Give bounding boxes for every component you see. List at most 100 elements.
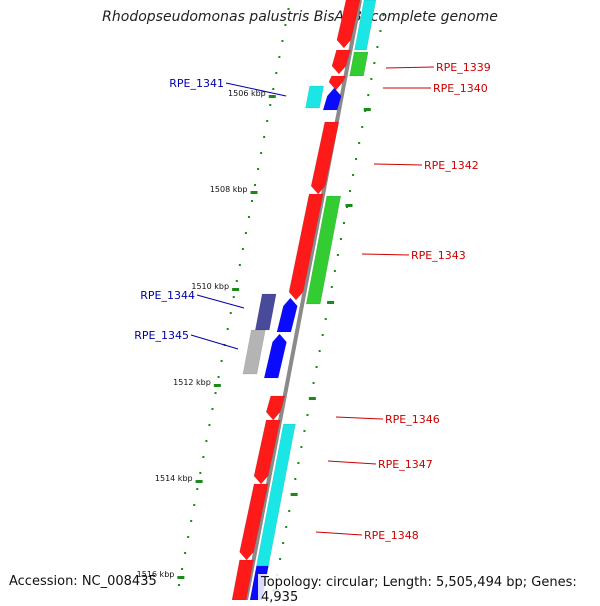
outer-dot (342, 222, 345, 224)
kbp-tick (195, 480, 203, 483)
gene-arrow[interactable] (305, 85, 324, 109)
genome-backbone (244, 0, 362, 600)
gene-label[interactable]: RPE_1348 (364, 529, 419, 542)
label-leaders (190, 66, 435, 536)
gene-arrow[interactable] (305, 195, 342, 305)
outer-dot (303, 430, 306, 432)
map-title: Rhodopseudomonas palustris BisA53, compl… (102, 9, 498, 25)
gene-arrow[interactable] (242, 329, 266, 375)
outer-tick (363, 108, 371, 111)
kbp-tick-label: 1514 kbp (155, 474, 193, 483)
outer-dot (382, 14, 385, 16)
gene-arrow[interactable] (349, 51, 369, 77)
outer-dot (318, 350, 321, 352)
outer-dot (294, 478, 297, 480)
outer-tick (327, 301, 335, 304)
gene-arrow[interactable] (322, 87, 342, 111)
gene-arrow[interactable] (288, 193, 324, 301)
gene-label[interactable]: RPE_1346 (385, 413, 440, 426)
inner-dot (269, 104, 272, 106)
gene-arrow[interactable] (231, 559, 254, 600)
label-leader-line (190, 334, 239, 350)
inner-dot (187, 536, 190, 538)
gene-label[interactable]: RPE_1344 (140, 289, 195, 302)
inner-dot (202, 456, 205, 458)
kbp-tick (232, 288, 240, 291)
outer-dot (370, 78, 373, 80)
outer-dot (315, 366, 318, 368)
inner-dot (190, 520, 193, 522)
gene-label[interactable]: RPE_1340 (433, 82, 488, 95)
gene-arrow[interactable] (239, 483, 269, 561)
gene-arrow[interactable] (265, 395, 286, 421)
accession-text: Accession: NC_008435 (9, 574, 157, 589)
gene-label[interactable]: RPE_1341 (169, 77, 224, 90)
inner-dot (178, 584, 181, 586)
gene-arrow[interactable] (354, 0, 377, 51)
label-leader-line (335, 416, 384, 420)
label-leader-line (225, 82, 287, 97)
outer-dot (321, 334, 324, 336)
outer-dot (288, 510, 291, 512)
label-leader-line (315, 531, 363, 536)
gene-arrow[interactable] (331, 49, 351, 75)
outer-dot (333, 270, 336, 272)
label-leader-line (373, 163, 423, 166)
gene-label[interactable]: RPE_1345 (134, 329, 189, 342)
outer-dot (336, 254, 339, 256)
inner-dot (217, 376, 220, 378)
inner-dot (287, 8, 290, 10)
outer-dot (376, 46, 379, 48)
inner-dot (235, 280, 238, 282)
gene-labels: RPE_1339 RPE_1340 RPE_1341 RPE_1342 RPE_1343… (134, 61, 490, 542)
inner-dot (196, 488, 199, 490)
inner-dot (244, 232, 247, 234)
gene-arrow[interactable] (254, 293, 277, 331)
inner-dot (226, 328, 229, 330)
label-leader-line (361, 253, 410, 256)
kbp-tick-label: 1512 kbp (173, 378, 211, 387)
tick-dots (178, 8, 385, 592)
outer-dot (306, 414, 309, 416)
gene-arrow[interactable] (310, 121, 340, 195)
inner-dot (254, 184, 257, 186)
inner-dot (272, 88, 275, 90)
kbp-tick (268, 95, 276, 98)
gene-label[interactable]: RPE_1339 (436, 61, 491, 74)
inner-dot (263, 136, 266, 138)
gene-arrow[interactable] (263, 333, 287, 379)
outer-dot (285, 526, 288, 528)
inner-dot (266, 120, 269, 122)
inner-dot (205, 440, 208, 442)
kbp-tick-label: 1516 kbp (137, 570, 175, 579)
outer-dot (282, 542, 285, 544)
inner-dot (199, 472, 202, 474)
outer-dot (358, 142, 361, 144)
inner-dot (251, 200, 253, 202)
inner-dot (260, 152, 263, 154)
outer-dot (339, 238, 342, 240)
gene-arrow[interactable] (253, 419, 281, 485)
topology-text: Topology: circular; Length: 5,505,494 bp… (258, 574, 600, 606)
outer-dot (297, 462, 300, 464)
inner-dot (193, 504, 196, 506)
gene-label[interactable]: RPE_1347 (378, 458, 433, 471)
inner-dot (181, 568, 184, 570)
inner-dot (208, 424, 211, 426)
gene-arrow[interactable] (328, 75, 346, 91)
kbp-tick-label: 1510 kbp (191, 282, 229, 291)
inner-dot (247, 216, 250, 218)
gene-arrow[interactable] (276, 297, 298, 333)
gene-arrow[interactable] (336, 0, 361, 49)
inner-dot (211, 408, 214, 410)
inner-dot (232, 296, 235, 298)
gene-label[interactable]: RPE_1343 (411, 249, 466, 262)
outer-dot (324, 318, 327, 320)
inner-dot (275, 72, 278, 74)
outer-dot (279, 558, 282, 560)
kbp-tick-label: 1508 kbp (210, 185, 248, 194)
gene-label[interactable]: RPE_1342 (424, 159, 479, 172)
kbp-tick (250, 191, 258, 194)
inner-dot (229, 312, 232, 314)
